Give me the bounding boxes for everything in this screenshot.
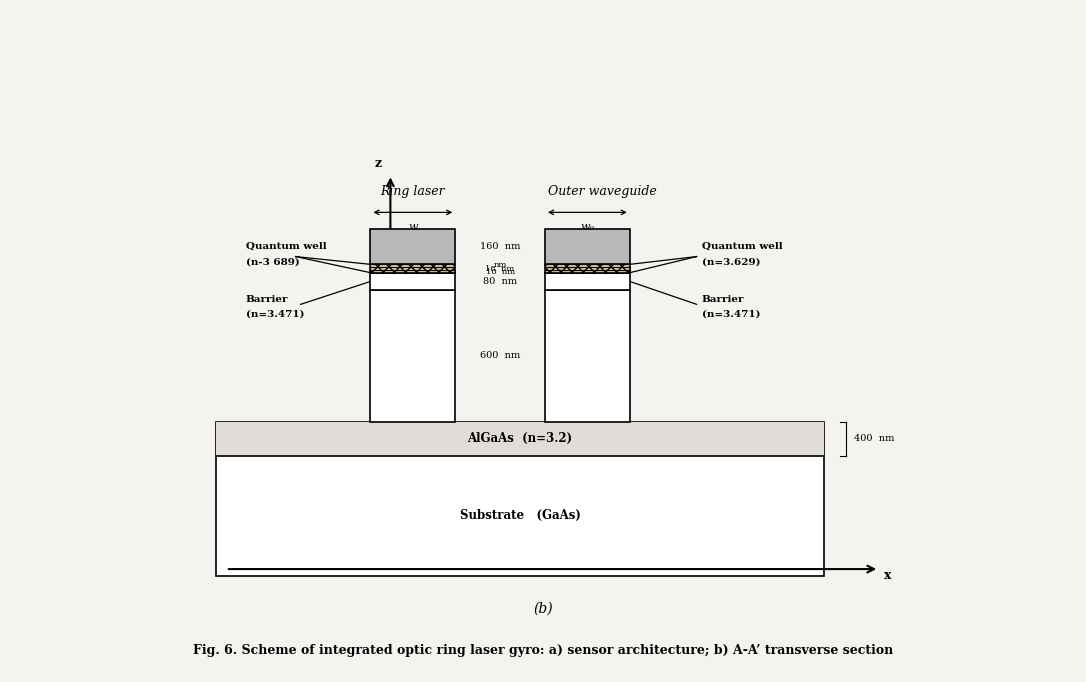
Bar	[545, 273, 630, 291]
Text: Ring laser: Ring laser	[380, 185, 445, 198]
Text: n=3.471: n=3.471	[569, 278, 606, 286]
Text: Quantum well: Quantum well	[245, 242, 327, 251]
Bar	[545, 291, 630, 421]
Text: (n=3.471): (n=3.471)	[245, 310, 304, 318]
Text: AlGaAs  (n=3.2): AlGaAs (n=3.2)	[467, 432, 572, 445]
Text: n=3.2: n=3.2	[572, 362, 603, 372]
Text: (n=3.629): (n=3.629)	[702, 257, 760, 266]
Bar	[545, 229, 630, 265]
Text: n=3.471: n=3.471	[392, 251, 434, 261]
Text: buffer: buffer	[572, 347, 603, 357]
Text: buffer: buffer	[397, 347, 428, 357]
Text: z: z	[375, 157, 382, 170]
Bar	[370, 291, 455, 421]
Text: Outer waveguide: Outer waveguide	[548, 185, 657, 198]
Text: w: w	[408, 222, 418, 233]
Text: n=3.471: n=3.471	[394, 278, 431, 286]
Text: Barrier: Barrier	[702, 295, 744, 304]
Text: Substrate   (GaAs): Substrate (GaAs)	[459, 509, 581, 522]
Text: Quantum well: Quantum well	[702, 242, 782, 251]
Text: 18  nm: 18 nm	[485, 265, 515, 273]
Text: nm: nm	[493, 261, 507, 269]
Text: Barrier: Barrier	[245, 295, 288, 304]
Text: 160  nm: 160 nm	[480, 242, 520, 252]
Text: x: x	[884, 569, 892, 582]
Bar	[370, 273, 455, 291]
Text: n=3.471: n=3.471	[566, 251, 608, 261]
Text: (b): (b)	[533, 602, 553, 616]
Bar	[370, 265, 455, 273]
Text: cladding: cladding	[392, 238, 434, 248]
Text: (n=3.471): (n=3.471)	[702, 310, 760, 318]
Text: w₀: w₀	[580, 222, 594, 233]
Text: 600  nm: 600 nm	[480, 351, 520, 361]
Text: Fig. 6. Scheme of integrated optic ring laser gyro: a) sensor architecture; b) A: Fig. 6. Scheme of integrated optic ring …	[193, 644, 893, 657]
Text: 80  nm: 80 nm	[483, 277, 517, 286]
Bar	[545, 265, 630, 273]
Bar	[216, 421, 824, 456]
Text: (n-3 689): (n-3 689)	[245, 257, 300, 266]
Bar	[370, 229, 455, 265]
Text: n=3.2: n=3.2	[397, 362, 428, 372]
Text: 400  nm: 400 nm	[855, 434, 895, 443]
Text: cladding: cladding	[566, 238, 608, 248]
Bar	[216, 421, 824, 576]
Text: 10  nm: 10 nm	[485, 267, 515, 276]
